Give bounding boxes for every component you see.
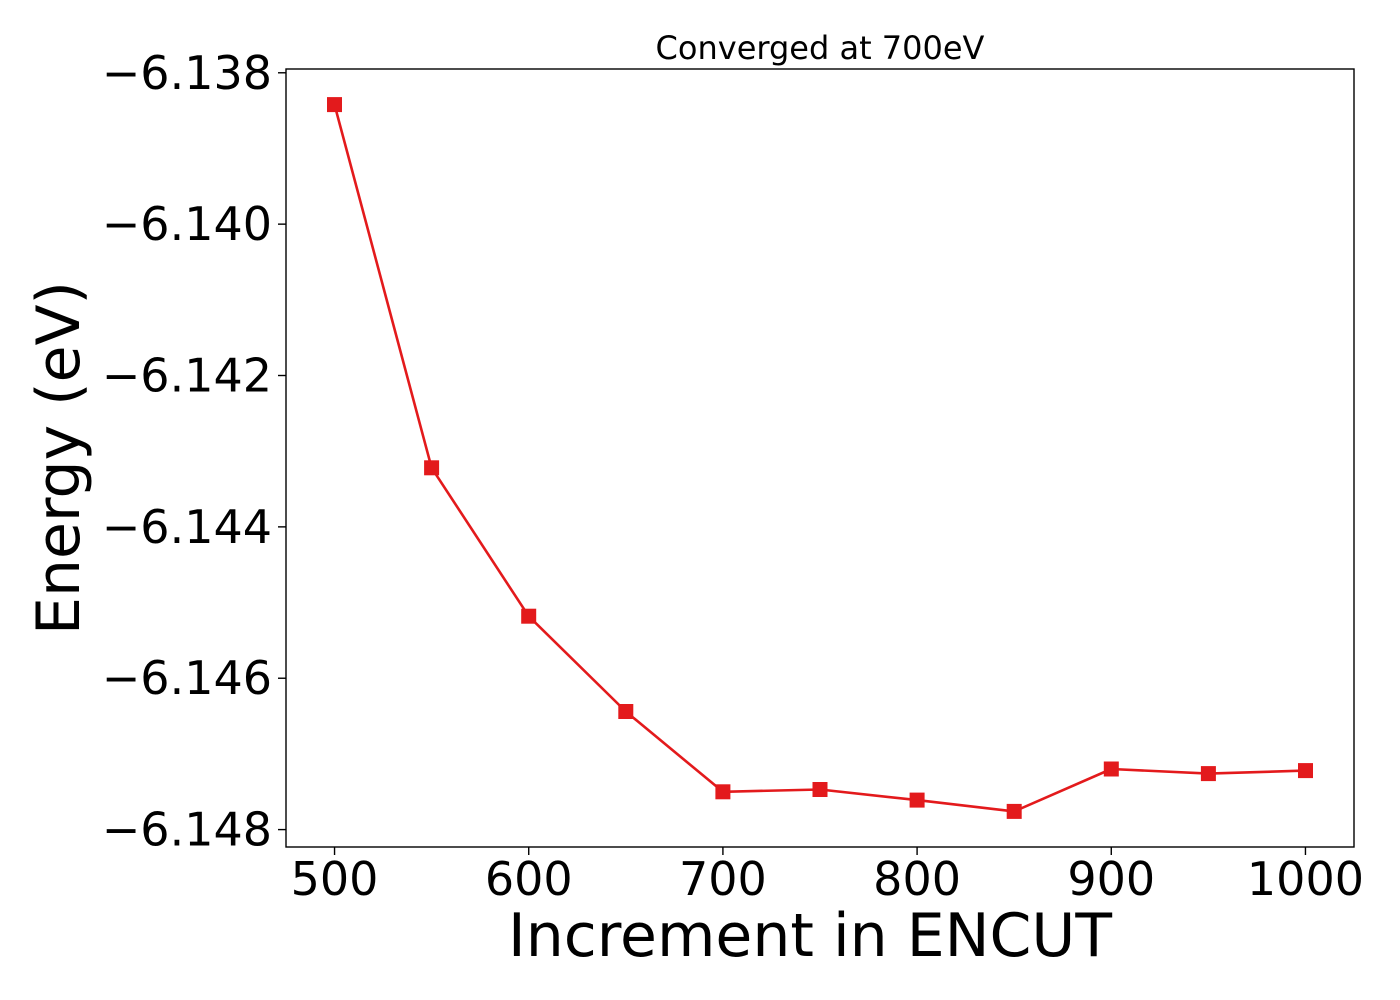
data-point [424,460,440,476]
y-tick-label: −6.144 [102,500,272,554]
x-tick-label: 700 [679,852,767,906]
data-point [909,792,925,808]
x-axis: 500 600 700 800 900 1000 [291,847,1364,906]
x-tick-label: 800 [873,852,961,906]
data-point [1103,761,1119,777]
x-tick-label: 600 [485,852,573,906]
series-group [327,97,1313,819]
x-axis-label: Increment in ENCUT [508,901,1112,971]
y-axis-label: Energy (eV) [24,281,94,635]
y-tick-label: −6.146 [102,651,272,705]
x-tick-label: 500 [291,852,379,906]
data-point [1200,766,1216,782]
series-line [333,104,1306,813]
x-tick-label: 1000 [1247,852,1364,906]
data-point [618,704,634,719]
data-point [1298,763,1313,779]
x-tick-label: 900 [1067,852,1155,906]
plot-area-frame [285,68,1355,848]
y-tick-label: −6.140 [102,197,272,251]
data-point [521,608,537,624]
data-point [327,97,342,113]
y-tick-label: −6.138 [102,46,272,100]
y-tick-label: −6.142 [102,349,272,403]
data-point [812,782,828,797]
data-point [715,784,731,800]
data-point [1006,803,1022,819]
y-axis: −6.138 −6.140 −6.142 −6.144 −6.146 −6.148 [102,46,286,857]
y-tick-label: −6.148 [102,803,272,857]
chart-title: Converged at 700eV [656,29,985,67]
